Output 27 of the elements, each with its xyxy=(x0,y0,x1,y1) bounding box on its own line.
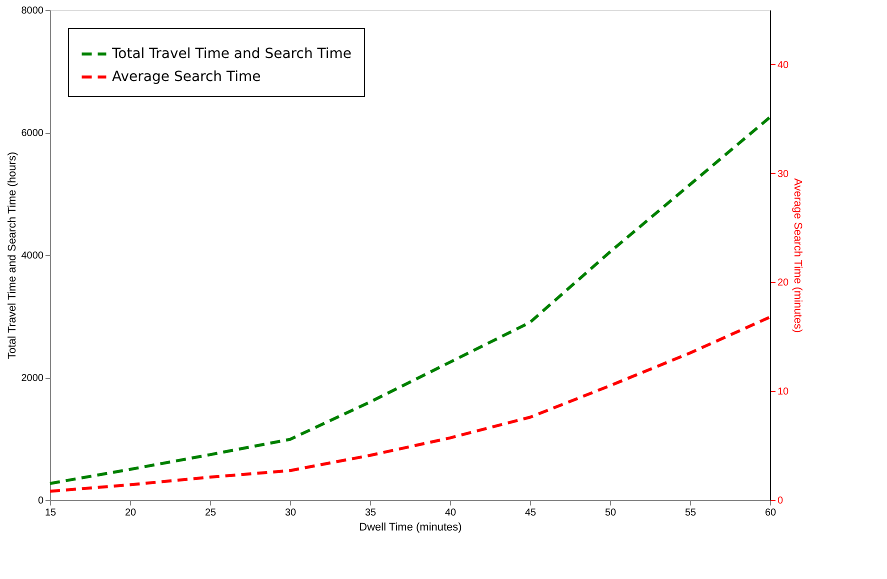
x-tick-label: 35 xyxy=(364,508,376,518)
x-tick-label: 25 xyxy=(204,508,216,518)
x-tick-label: 55 xyxy=(684,508,696,518)
y-tick-label: 0 xyxy=(38,496,44,506)
legend-label: Total Travel Time and Search Time xyxy=(111,46,352,62)
y2-tick-label: 40 xyxy=(778,60,790,71)
x-tick-label: 20 xyxy=(124,508,136,518)
x-tick-label: 40 xyxy=(444,508,456,518)
y2-tick-label: 0 xyxy=(778,496,784,506)
y2-tick-label: 20 xyxy=(778,278,790,289)
x-tick-label: 45 xyxy=(524,508,536,518)
x-tick-label: 50 xyxy=(604,508,616,518)
y-tick-label: 6000 xyxy=(21,128,44,139)
y-tick-label: 2000 xyxy=(21,373,44,384)
y2-axis-title: Average Search Time (minutes) xyxy=(792,178,804,333)
x-tick-label: 60 xyxy=(764,508,776,518)
y-tick-label: 8000 xyxy=(21,6,44,16)
y2-tick-label: 30 xyxy=(778,168,790,180)
y-tick-label: 4000 xyxy=(21,250,44,262)
y2-tick-label: 10 xyxy=(778,386,790,398)
y-axis-title: Total Travel Time and Search Time (hours) xyxy=(6,152,18,360)
x-tick-label: 15 xyxy=(44,508,56,518)
line-series xyxy=(48,316,772,493)
x-tick-label: 30 xyxy=(284,508,296,518)
legend-label: Average Search Time xyxy=(112,69,261,85)
x-axis-title: Dwell Time (minutes) xyxy=(359,522,462,534)
line-series xyxy=(48,116,772,485)
